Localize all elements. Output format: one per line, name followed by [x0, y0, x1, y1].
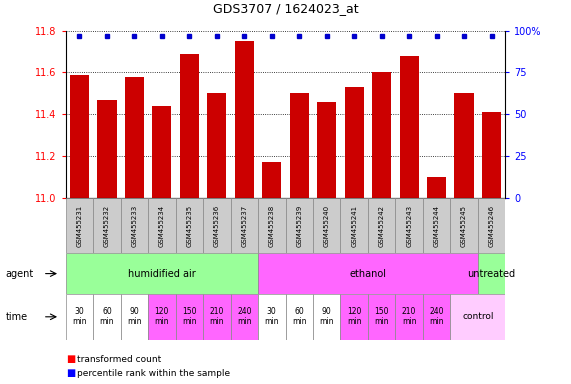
Bar: [176, 294, 203, 340]
Text: 120
min: 120 min: [347, 307, 361, 326]
Bar: [482, 112, 501, 198]
Bar: [93, 198, 120, 253]
Text: untreated: untreated: [468, 268, 516, 279]
Text: 150
min: 150 min: [182, 307, 196, 326]
Bar: [317, 102, 336, 198]
Bar: [478, 198, 505, 253]
Bar: [180, 54, 199, 198]
Bar: [66, 198, 93, 253]
Text: 90
min: 90 min: [127, 307, 142, 326]
Bar: [344, 87, 364, 198]
Text: 240
min: 240 min: [429, 307, 444, 326]
Bar: [313, 198, 340, 253]
Text: 210
min: 210 min: [210, 307, 224, 326]
Text: ■: ■: [66, 368, 75, 378]
Text: GSM455235: GSM455235: [186, 205, 192, 247]
Bar: [235, 41, 254, 198]
Text: percentile rank within the sample: percentile rank within the sample: [77, 369, 230, 378]
Bar: [400, 56, 419, 198]
Text: humidified air: humidified air: [128, 268, 196, 279]
Bar: [286, 294, 313, 340]
Text: GSM455242: GSM455242: [379, 205, 385, 247]
Bar: [203, 198, 231, 253]
Bar: [93, 294, 120, 340]
Text: GSM455243: GSM455243: [406, 205, 412, 247]
Bar: [120, 198, 148, 253]
Bar: [124, 77, 144, 198]
Bar: [286, 198, 313, 253]
Bar: [176, 198, 203, 253]
Text: GSM455241: GSM455241: [351, 205, 357, 247]
Text: GSM455236: GSM455236: [214, 204, 220, 247]
Bar: [152, 106, 171, 198]
Text: GDS3707 / 1624023_at: GDS3707 / 1624023_at: [212, 2, 359, 15]
Bar: [203, 294, 231, 340]
Bar: [395, 198, 423, 253]
Bar: [372, 73, 391, 198]
Text: ethanol: ethanol: [349, 268, 387, 279]
Text: 240
min: 240 min: [237, 307, 252, 326]
Text: GSM455231: GSM455231: [77, 204, 82, 247]
Bar: [368, 294, 395, 340]
Bar: [258, 253, 478, 294]
Bar: [262, 162, 282, 198]
Bar: [368, 198, 395, 253]
Bar: [340, 294, 368, 340]
Bar: [148, 294, 176, 340]
Bar: [451, 294, 505, 340]
Text: GSM455246: GSM455246: [489, 205, 494, 247]
Bar: [423, 294, 451, 340]
Text: time: time: [6, 312, 28, 322]
Text: 90
min: 90 min: [319, 307, 334, 326]
Bar: [451, 198, 478, 253]
Bar: [148, 198, 176, 253]
Bar: [97, 99, 116, 198]
Text: 60
min: 60 min: [99, 307, 114, 326]
Text: GSM455237: GSM455237: [242, 204, 247, 247]
Text: 60
min: 60 min: [292, 307, 307, 326]
Bar: [313, 294, 340, 340]
Bar: [231, 294, 258, 340]
Bar: [258, 198, 286, 253]
Text: ■: ■: [66, 354, 75, 364]
Bar: [423, 198, 451, 253]
Bar: [395, 294, 423, 340]
Text: 150
min: 150 min: [375, 307, 389, 326]
Bar: [207, 93, 227, 198]
Bar: [340, 198, 368, 253]
Text: control: control: [462, 312, 493, 321]
Text: 30
min: 30 min: [72, 307, 87, 326]
Text: GSM455233: GSM455233: [131, 204, 138, 247]
Text: GSM455239: GSM455239: [296, 204, 302, 247]
Text: GSM455245: GSM455245: [461, 205, 467, 247]
Bar: [427, 177, 447, 198]
Bar: [70, 74, 89, 198]
Bar: [66, 294, 93, 340]
Text: GSM455232: GSM455232: [104, 205, 110, 247]
Bar: [289, 93, 309, 198]
Bar: [455, 93, 474, 198]
Bar: [120, 294, 148, 340]
Text: 120
min: 120 min: [155, 307, 169, 326]
Text: GSM455238: GSM455238: [269, 204, 275, 247]
Bar: [231, 198, 258, 253]
Text: GSM455234: GSM455234: [159, 205, 165, 247]
Text: 210
min: 210 min: [402, 307, 416, 326]
Text: GSM455240: GSM455240: [324, 205, 329, 247]
Text: GSM455244: GSM455244: [433, 205, 440, 247]
Bar: [258, 294, 286, 340]
Bar: [66, 253, 258, 294]
Text: transformed count: transformed count: [77, 354, 162, 364]
Text: 30
min: 30 min: [264, 307, 279, 326]
Text: agent: agent: [6, 268, 34, 279]
Bar: [478, 253, 505, 294]
